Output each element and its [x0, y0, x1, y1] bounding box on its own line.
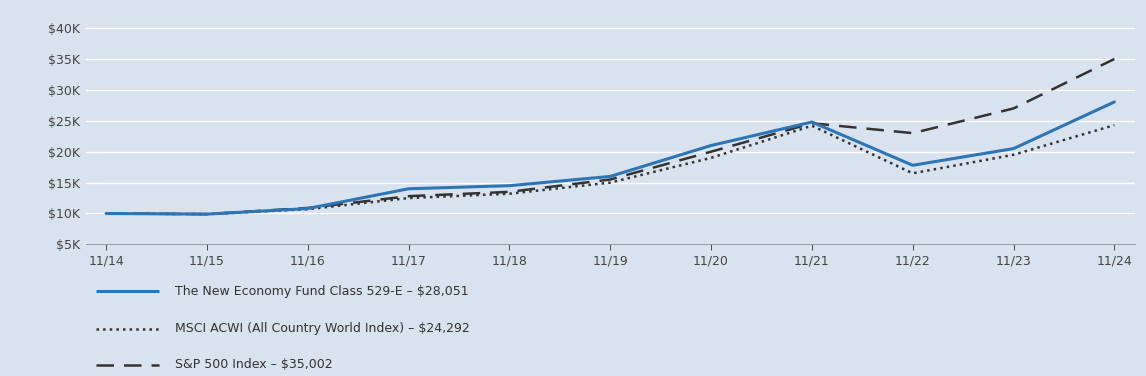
The New Economy Fund Class 529-E – $28,051 — [1107, 100, 1121, 104]
S&P 500 Index – $35,002 — [503, 190, 517, 194]
MSCI ACWI (All Country World Index) – $24,292 — [1006, 153, 1020, 157]
S&P 500 Index – $35,002 — [301, 206, 315, 210]
S&P 500 Index – $35,002 — [100, 211, 113, 216]
Line: MSCI ACWI (All Country World Index) – $24,292: MSCI ACWI (All Country World Index) – $2… — [107, 125, 1114, 214]
Line: S&P 500 Index – $35,002: S&P 500 Index – $35,002 — [107, 59, 1114, 214]
Text: S&P 500 Index – $35,002: S&P 500 Index – $35,002 — [175, 358, 332, 371]
The New Economy Fund Class 529-E – $28,051 — [804, 120, 818, 124]
Text: The New Economy Fund Class 529-E – $28,051: The New Economy Fund Class 529-E – $28,0… — [175, 285, 469, 298]
Line: The New Economy Fund Class 529-E – $28,051: The New Economy Fund Class 529-E – $28,0… — [107, 102, 1114, 214]
MSCI ACWI (All Country World Index) – $24,292 — [301, 207, 315, 211]
S&P 500 Index – $35,002 — [1006, 106, 1020, 111]
The New Economy Fund Class 529-E – $28,051 — [1006, 146, 1020, 151]
The New Economy Fund Class 529-E – $28,051 — [201, 212, 214, 216]
S&P 500 Index – $35,002 — [704, 149, 717, 154]
The New Economy Fund Class 529-E – $28,051 — [905, 163, 919, 168]
The New Economy Fund Class 529-E – $28,051 — [100, 211, 113, 216]
The New Economy Fund Class 529-E – $28,051 — [704, 143, 717, 148]
S&P 500 Index – $35,002 — [804, 121, 818, 126]
S&P 500 Index – $35,002 — [604, 177, 618, 182]
MSCI ACWI (All Country World Index) – $24,292 — [604, 180, 618, 185]
S&P 500 Index – $35,002 — [1107, 57, 1121, 61]
MSCI ACWI (All Country World Index) – $24,292 — [704, 156, 717, 160]
MSCI ACWI (All Country World Index) – $24,292 — [905, 171, 919, 176]
The New Economy Fund Class 529-E – $28,051 — [604, 174, 618, 179]
MSCI ACWI (All Country World Index) – $24,292 — [503, 191, 517, 196]
S&P 500 Index – $35,002 — [201, 212, 214, 216]
The New Economy Fund Class 529-E – $28,051 — [301, 206, 315, 211]
Text: MSCI ACWI (All Country World Index) – $24,292: MSCI ACWI (All Country World Index) – $2… — [175, 322, 470, 335]
S&P 500 Index – $35,002 — [402, 194, 416, 199]
MSCI ACWI (All Country World Index) – $24,292 — [1107, 123, 1121, 127]
The New Economy Fund Class 529-E – $28,051 — [503, 183, 517, 188]
The New Economy Fund Class 529-E – $28,051 — [402, 186, 416, 191]
S&P 500 Index – $35,002 — [905, 131, 919, 135]
MSCI ACWI (All Country World Index) – $24,292 — [402, 196, 416, 200]
MSCI ACWI (All Country World Index) – $24,292 — [201, 212, 214, 216]
MSCI ACWI (All Country World Index) – $24,292 — [804, 123, 818, 128]
MSCI ACWI (All Country World Index) – $24,292 — [100, 211, 113, 216]
